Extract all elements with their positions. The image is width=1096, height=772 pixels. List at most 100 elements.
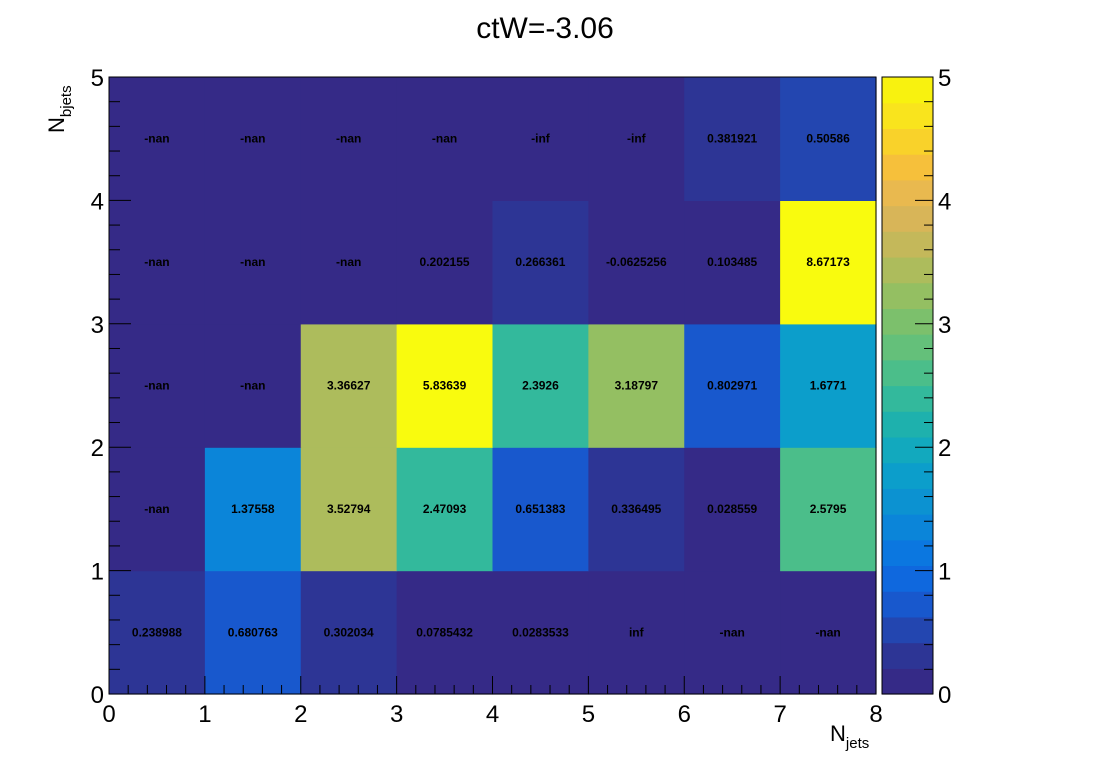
heatmap-cell xyxy=(684,200,781,325)
heatmap-cell xyxy=(300,447,398,572)
x-axis-title-main: N xyxy=(830,721,846,746)
color-scale-border xyxy=(881,76,934,695)
heatmap-cell xyxy=(684,570,781,695)
y-tick-label: 0 xyxy=(91,682,104,709)
y-tick-label: 3 xyxy=(91,312,104,339)
color-scale-bar xyxy=(881,76,934,695)
cell-value-label: -nan xyxy=(336,255,361,269)
cell-value-label: 0.238988 xyxy=(132,625,182,639)
heatmap-cell xyxy=(396,200,494,325)
heatmap-cell xyxy=(109,77,206,201)
cell-value-label: 1.6771 xyxy=(810,379,847,393)
cell-value-label: 0.028559 xyxy=(707,502,757,516)
x-tick-label: 2 xyxy=(294,701,307,728)
color-scale-segment xyxy=(882,128,933,155)
heatmap-cell xyxy=(109,323,206,448)
cell-value-label: 3.18797 xyxy=(615,379,659,393)
chart-title: ctW=-3.06 xyxy=(476,12,614,45)
cell-value-label: inf xyxy=(629,625,645,639)
z-tick-label: 2 xyxy=(938,435,951,462)
cell-value-label: 0.381921 xyxy=(707,132,757,146)
x-axis-title: Njets xyxy=(830,721,869,752)
color-scale-axis: 0 1 2 3 4 5 xyxy=(915,65,951,709)
cell-value-label: -nan xyxy=(240,379,265,393)
heatmap-cell xyxy=(780,323,877,448)
z-tick-label: 0 xyxy=(938,682,951,709)
heatmap-cell xyxy=(300,77,398,201)
cell-value-label: 1.37558 xyxy=(231,502,275,516)
z-tick-label: 5 xyxy=(938,65,951,92)
heatmap-cell xyxy=(300,323,398,448)
x-axis: 0 1 2 3 4 5 6 7 8 xyxy=(102,676,883,728)
cell-value-label: 2.47093 xyxy=(423,502,467,516)
cell-value-label: 0.680763 xyxy=(228,625,278,639)
color-scale-segment xyxy=(882,231,933,258)
cell-value-label: 0.50586 xyxy=(806,132,850,146)
heatmap-cell xyxy=(780,447,877,572)
heatmap-cell xyxy=(780,77,877,201)
color-scale-segment xyxy=(882,282,933,309)
cell-value-label: -nan xyxy=(240,255,265,269)
heatmap-cell xyxy=(396,323,494,448)
heatmap-cell xyxy=(492,447,589,572)
color-scale-segment xyxy=(882,642,933,669)
x-tick-label: 0 xyxy=(102,701,115,728)
heatmap-cell xyxy=(109,447,206,572)
heatmap-cell xyxy=(780,570,877,695)
heatmap-cells xyxy=(109,77,877,695)
y-tick-label: 5 xyxy=(91,65,104,92)
y-tick-label: 1 xyxy=(91,559,104,586)
x-tick-label: 4 xyxy=(486,701,499,728)
heatmap-cell xyxy=(492,323,589,448)
cell-value-label: 0.336495 xyxy=(611,502,661,516)
cell-value-label: 0.266361 xyxy=(515,255,565,269)
heatmap-cell xyxy=(109,570,206,695)
cell-value-label: -0.0625256 xyxy=(606,255,667,269)
x-axis-title-sub: jets xyxy=(845,735,869,752)
x-tick-label: 5 xyxy=(582,701,595,728)
cell-value-label: -inf xyxy=(531,132,551,146)
color-scale-segment xyxy=(882,77,933,104)
color-scale-segment xyxy=(882,154,933,181)
cell-value-label: 0.802971 xyxy=(707,379,757,393)
x-tick-label: 3 xyxy=(390,701,403,728)
heatmap-cell xyxy=(684,323,781,448)
heatmap-cell xyxy=(780,200,877,325)
x-tick-label: 7 xyxy=(773,701,786,728)
heatmap-cell xyxy=(300,570,398,695)
cell-value-label: 0.0283533 xyxy=(512,625,569,639)
heatmap-cell xyxy=(492,77,589,201)
color-scale-segment xyxy=(882,436,933,464)
y-axis-title: Nbjets xyxy=(44,85,75,133)
cell-value-label: 2.3926 xyxy=(522,379,559,393)
color-scale-segment xyxy=(882,616,933,644)
y-tick-label: 2 xyxy=(91,435,104,462)
cell-value-label: 5.83639 xyxy=(423,379,467,393)
x-tick-label: 8 xyxy=(869,701,882,728)
y-axis: 0 1 2 3 4 5 xyxy=(91,65,131,709)
color-scale-segment xyxy=(882,488,933,515)
heatmap-cell xyxy=(204,570,302,695)
heatmap-cell xyxy=(204,447,302,572)
color-scale-segment xyxy=(882,668,933,695)
heatmap-cell xyxy=(588,200,685,325)
cell-value-label: -nan xyxy=(144,379,169,393)
cell-value-label: 0.202155 xyxy=(420,255,470,269)
color-scale-segment xyxy=(882,462,933,489)
cell-value-label: -nan xyxy=(432,132,457,146)
heatmap-cell xyxy=(396,570,494,695)
color-scale-segment xyxy=(882,411,933,438)
color-scale-segment xyxy=(882,385,933,412)
heatmap-cell xyxy=(492,200,589,325)
cell-value-label: 0.302034 xyxy=(324,625,374,639)
cell-value-label: 3.52794 xyxy=(327,502,371,516)
heatmap-cell xyxy=(396,447,494,572)
cell-value-label: -nan xyxy=(144,502,169,516)
cell-value-label: -nan xyxy=(815,625,840,639)
cell-value-label: 0.0785432 xyxy=(416,625,473,639)
color-scale-segment xyxy=(882,256,933,284)
cell-value-label: 0.651383 xyxy=(515,502,565,516)
color-scale-segment xyxy=(882,565,933,592)
z-tick-label: 4 xyxy=(938,188,951,215)
heatmap-cell xyxy=(588,323,685,448)
